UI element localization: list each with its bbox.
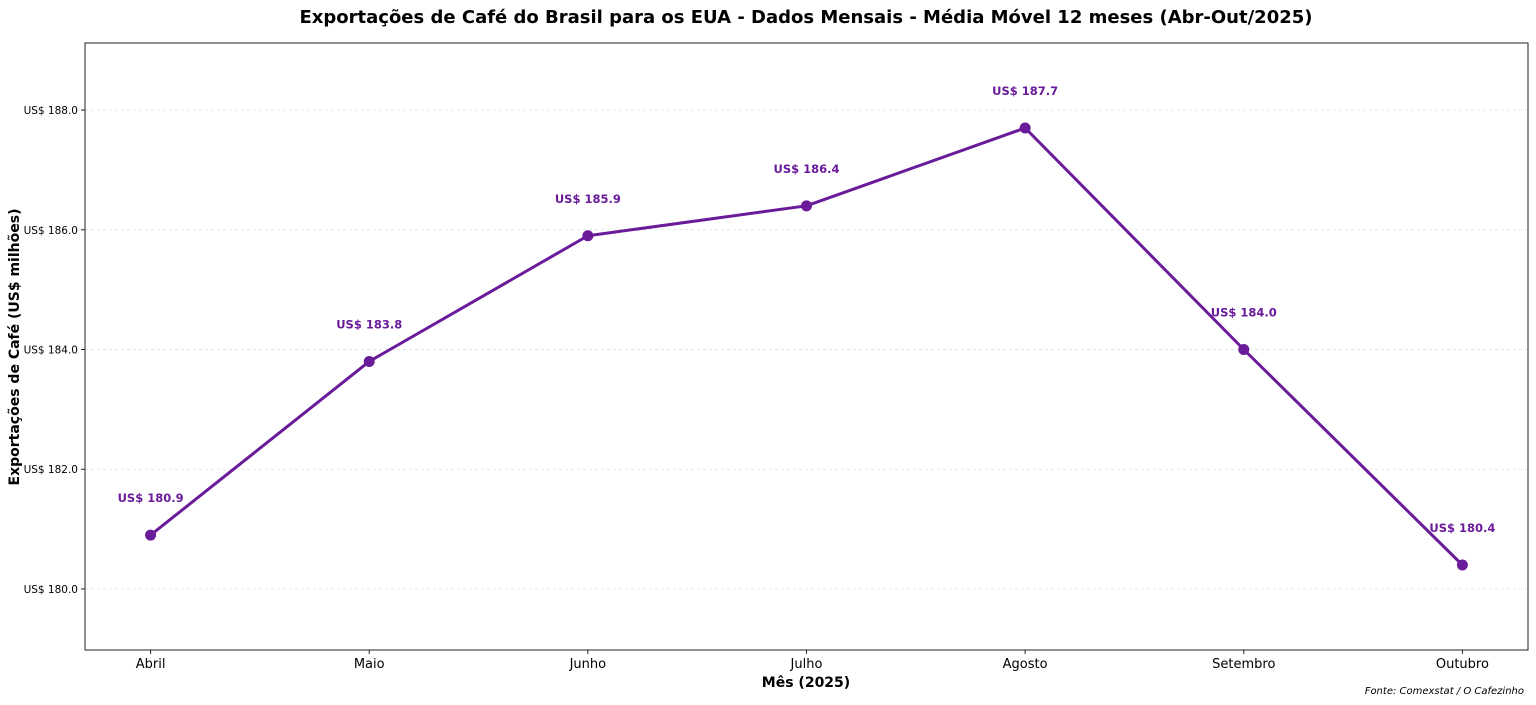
plot-frame [84, 42, 1529, 651]
series: US$ 180.9 US$ 183.8 US$ 185.9 US$ 186.4 US$ … [118, 84, 1495, 571]
chart-title: Exportações de Café do Brasil para os EU… [299, 7, 1312, 28]
data-point [582, 230, 594, 242]
y-tick-label: US$ 186.0 [24, 225, 78, 237]
data-label: US$ 180.9 [118, 491, 184, 505]
x-tick-label: Setembro [1212, 657, 1275, 672]
y-axis-label: Exportações de Café (US$ milhões) [7, 209, 23, 486]
y-tick-label: US$ 184.0 [24, 344, 78, 356]
x-tick-label: Abril [136, 657, 166, 672]
x-tick-label: Junho [569, 657, 607, 672]
data-label: US$ 185.9 [555, 192, 621, 206]
data-label: US$ 186.4 [773, 162, 839, 176]
y-axis: US$ 180.0 US$ 182.0 US$ 184.0 US$ 186.0 US$ … [24, 105, 85, 596]
x-tick-label: Maio [354, 657, 385, 672]
source-note: Fonte: Comexstat / O Cafezinho [1365, 686, 1524, 697]
data-point [363, 355, 375, 367]
x-tick-label: Outubro [1436, 657, 1489, 672]
x-tick-label: Agosto [1003, 657, 1048, 672]
x-axis-label: Mês (2025) [762, 675, 850, 691]
grid [85, 109, 1528, 590]
data-point [1019, 122, 1031, 134]
y-tick-label: US$ 188.0 [24, 105, 78, 117]
series-line [149, 126, 1464, 567]
data-label: US$ 184.0 [1211, 305, 1277, 319]
data-point [1456, 559, 1468, 571]
data-point [145, 529, 157, 541]
y-tick-label: US$ 180.0 [24, 584, 78, 596]
x-tick-label: Julho [790, 657, 823, 672]
data-label: US$ 180.4 [1429, 521, 1495, 535]
x-axis: Abril Maio Junho Julho Agosto Setembro Outubro [136, 650, 1489, 672]
data-label: US$ 183.8 [336, 317, 402, 331]
data-point [801, 200, 812, 212]
y-tick-label: US$ 182.0 [24, 464, 78, 476]
data-label: US$ 187.7 [992, 84, 1058, 98]
data-point [1238, 343, 1250, 355]
